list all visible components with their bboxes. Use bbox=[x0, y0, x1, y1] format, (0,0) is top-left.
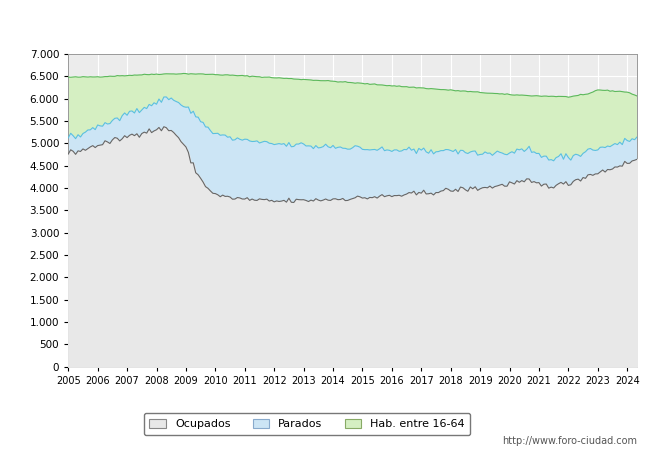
Text: Abanto y Ciérvana-Abanto Zierbena - Evolucion de la poblacion en edad de Trabaja: Abanto y Ciérvana-Abanto Zierbena - Evol… bbox=[23, 17, 627, 30]
Text: http://www.foro-ciudad.com: http://www.foro-ciudad.com bbox=[502, 436, 637, 446]
Legend: Ocupados, Parados, Hab. entre 16-64: Ocupados, Parados, Hab. entre 16-64 bbox=[144, 413, 471, 435]
